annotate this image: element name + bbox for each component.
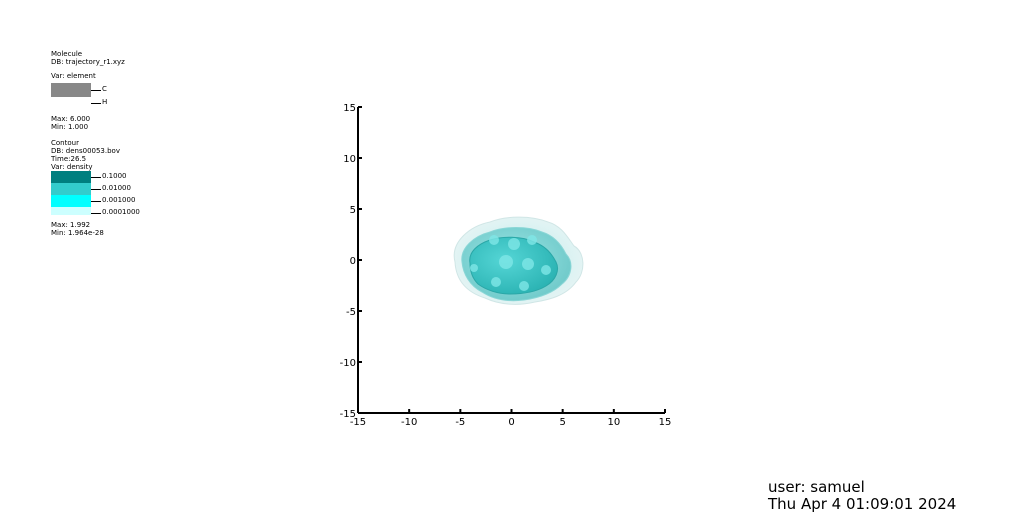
footer-date: Thu Apr 4 01:09:01 2024	[768, 495, 957, 513]
legend-panel: Molecule DB: trajectory_r1.xyz Var: elem…	[51, 50, 125, 80]
x-tick-label: 5	[559, 417, 565, 428]
contour-legend-title: Contour	[51, 139, 79, 147]
y-tick-label: -15	[340, 409, 356, 420]
contour-legend-db: DB: dens00053.bov	[51, 147, 120, 155]
density-contour-surface	[453, 216, 584, 305]
contour-level-1: 0.01000	[102, 184, 131, 192]
molecule-range: Max: 6.000 Min: 1.000	[51, 115, 90, 131]
contour-legend-header: Contour DB: dens00053.bov Time:26.5 Var:…	[51, 139, 120, 171]
atom-highlights	[470, 235, 551, 291]
x-tick-label: -5	[455, 417, 465, 428]
contour-legend-time: Time:26.5	[51, 155, 87, 163]
element-tick-c	[91, 90, 101, 91]
molecule-legend-var: Var: element	[51, 72, 96, 80]
element-label-h: H	[102, 98, 108, 106]
y-tick-label: 15	[343, 103, 356, 114]
x-tick-label: 15	[659, 417, 672, 428]
contour-level-0: 0.1000	[102, 172, 127, 180]
element-label-c: C	[102, 85, 107, 93]
molecule-max: Max: 6.000	[51, 115, 91, 123]
x-tick-label: 10	[607, 417, 620, 428]
contour-level-3: 0.0001000	[102, 208, 140, 216]
footer-info: user: samuel Thu Apr 4 01:09:01 2024	[768, 479, 956, 513]
y-tick-label: -5	[346, 307, 356, 318]
contour-level-2: 0.001000	[102, 196, 136, 204]
contour-swatch-2	[51, 195, 91, 207]
contour-max: Max: 1.992	[51, 221, 91, 229]
molecule-legend-db: DB: trajectory_r1.xyz	[51, 58, 125, 66]
footer-user: user: samuel	[768, 478, 865, 496]
contour-tick-3	[91, 213, 101, 214]
element-swatch-c	[51, 83, 91, 97]
contour-swatch-1	[51, 183, 91, 195]
contour-tick-0	[91, 177, 101, 178]
contour-swatch-3	[51, 207, 91, 215]
molecule-legend-title: Molecule	[51, 50, 83, 58]
y-tick-label: 10	[343, 154, 356, 165]
contour-min: Min: 1.964e-28	[51, 229, 104, 237]
contour-legend-var: Var: density	[51, 163, 93, 171]
element-tick-h	[91, 103, 101, 104]
x-tick-label: -15	[350, 417, 366, 428]
y-tick-label: -10	[340, 358, 356, 369]
contour-swatch-0	[51, 171, 91, 183]
y-tick-label: 0	[350, 256, 356, 267]
x-tick-label: -10	[401, 417, 417, 428]
y-axis-ticks: 15 10 5 0 -5 -10 -15	[340, 103, 362, 420]
contour-tick-1	[91, 189, 101, 190]
x-axis-ticks: -15 -10 -5 0 5 10 15	[350, 409, 672, 428]
molecule-min: Min: 1.000	[51, 123, 89, 131]
y-tick-label: 5	[350, 205, 356, 216]
x-tick-label: 0	[508, 417, 514, 428]
contour-range: Max: 1.992 Min: 1.964e-28	[51, 221, 104, 237]
contour-tick-2	[91, 201, 101, 202]
